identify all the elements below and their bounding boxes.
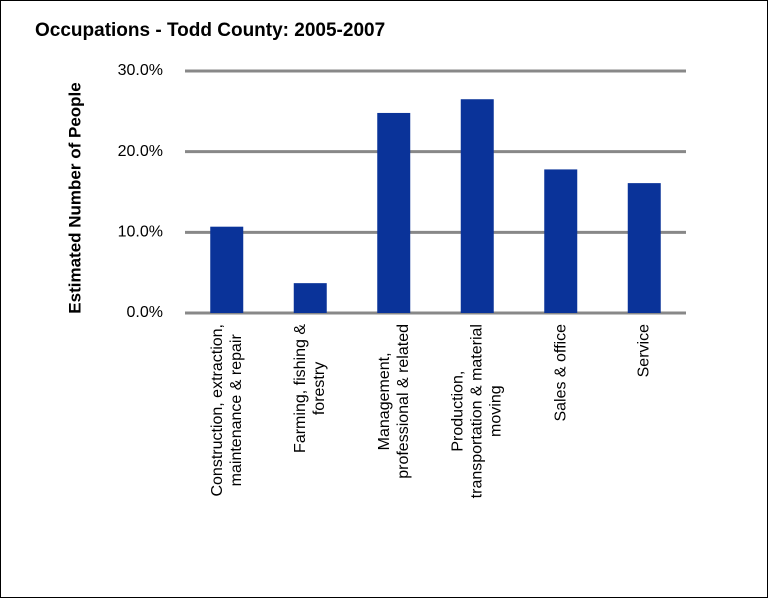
bar	[210, 226, 244, 313]
bar	[293, 283, 327, 313]
y-tick-label: 10.0%	[118, 224, 163, 241]
chart-title: Occupations - Todd County: 2005-2007	[35, 20, 385, 41]
x-tick-label: Management, professional & related	[375, 324, 412, 479]
x-tick-label: Sales & office	[552, 324, 570, 422]
bar	[627, 183, 661, 313]
x-tick-label: Service	[635, 324, 653, 378]
x-tick-label: Production, transportation & material mo…	[449, 324, 505, 499]
bar	[544, 169, 578, 313]
x-tick-label: Construction, extraction, maintenance & …	[208, 324, 245, 497]
y-tick-label: 20.0%	[118, 143, 163, 160]
x-tick-label: Farming, fishing & forestry	[292, 324, 329, 453]
y-tick-label: 0.0%	[127, 304, 163, 321]
bar	[460, 99, 494, 313]
y-axis-title: Estimated Number of People	[65, 82, 84, 313]
bar	[377, 112, 411, 314]
y-tick-label: 30.0%	[118, 62, 163, 79]
